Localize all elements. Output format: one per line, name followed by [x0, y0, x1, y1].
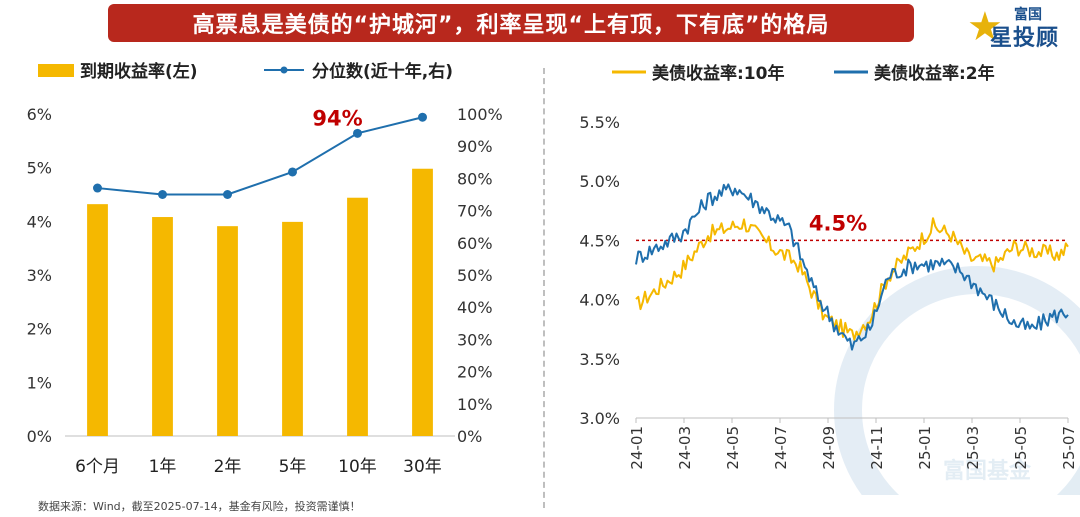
x-axis-tick-label: 24-01: [628, 426, 646, 470]
reference-line-label: 4.5%: [809, 211, 867, 235]
quantile-line: [97, 116, 423, 196]
x-axis-tick-label: 24-09: [820, 426, 838, 470]
annotation-94pct: 94%: [312, 106, 362, 130]
left-axis-tick-label: 6%: [27, 105, 52, 124]
watermark-ring: [834, 266, 1080, 495]
x-axis-tick-label: 25-01: [916, 426, 934, 470]
watermark: 富国基金: [834, 266, 1080, 495]
chart-title-banner: 高票息是美债的“护城河”，利率呈现“上有顶，下有底”的格局: [108, 4, 914, 42]
left-axis-tick-label: 1%: [27, 373, 52, 392]
bar-1: [152, 217, 173, 436]
x-axis-tick-label: 24-05: [724, 426, 742, 470]
bar-3: [282, 221, 303, 436]
quantile-point-2: [223, 190, 232, 199]
x-axis-tick-label: 24-07: [772, 426, 790, 470]
bar-2: [217, 226, 238, 436]
left-axis-tick-label: 3%: [27, 266, 52, 285]
legend-marker-line: [280, 66, 288, 74]
logo-subtitle: 星投顾: [990, 26, 1060, 51]
chart-legend: 美债收益率:10年 美债收益率:2年: [612, 63, 995, 84]
x-category-label: 1年: [149, 457, 177, 477]
right-axis-tick-label: 30%: [457, 330, 493, 349]
bar-5: [412, 168, 433, 437]
x-category-label: 6个月: [75, 457, 120, 477]
x-category-label: 30年: [403, 457, 442, 477]
x-category-label: 10年: [338, 457, 377, 477]
panel-divider: [543, 68, 545, 508]
watermark-text: 富国基金: [943, 458, 1032, 484]
x-axis-tick-label: 25-05: [1012, 426, 1030, 470]
y-axis-tick-label: 3.0%: [579, 409, 620, 428]
right-axis-tick-label: 60%: [457, 234, 493, 253]
legend-swatch-bar: [38, 64, 74, 77]
right-axis-tick-label: 80%: [457, 169, 493, 188]
left-axis-tick-label: 2%: [27, 320, 52, 339]
chart-legend: 到期收益率(左) 分位数(近十年,右): [38, 61, 453, 82]
x-axis-tick-label: 24-03: [676, 426, 694, 470]
y-axis-tick-label: 5.0%: [579, 172, 620, 191]
data-source-note: 数据来源：Wind，截至2025-07-14，基金有风险，投资需谨慎！: [38, 500, 361, 513]
right-axis-tick-label: 20%: [457, 363, 493, 382]
y-axis-tick-label: 4.0%: [579, 291, 620, 310]
bar-0: [87, 204, 108, 436]
series-line-10y: [635, 217, 1069, 341]
treasury-yield-timeseries-chart: 富国基金 美债收益率:10年 美债收益率:2年 3.0% 3.5% 4.0% 4.5% 5.0…: [579, 63, 1080, 495]
legend-label-line: 分位数(近十年,右): [312, 61, 453, 82]
quantile-point-0: [93, 183, 102, 193]
x-category-label: 2年: [214, 457, 242, 477]
quantile-point-1: [158, 190, 167, 199]
x-axis-tick-label: 25-07: [1060, 426, 1078, 470]
left-axis-tick-label: 5%: [27, 159, 52, 178]
legend-label-10y: 美债收益率:10年: [652, 63, 784, 84]
quantile-point-4: [353, 128, 362, 138]
right-axis-tick-label: 10%: [457, 395, 493, 414]
right-axis-tick-label: 100%: [457, 105, 503, 124]
y-axis-tick-label: 5.5%: [579, 113, 620, 132]
left-axis-tick-label: 4%: [27, 212, 52, 231]
right-axis-tick-label: 0%: [457, 427, 482, 446]
x-axis-tick-label: 25-03: [964, 426, 982, 470]
x-axis-tick-label: 24-11: [868, 426, 886, 470]
logo-name: 富国: [1014, 7, 1042, 23]
star-logo-icon: ★: [967, 4, 1003, 50]
yield-quantile-chart: 到期收益率(左) 分位数(近十年,右) 0% 1% 2% 3% 4% 5% 6% 0% 10% 20%…: [27, 61, 503, 477]
x-category-label: 5年: [279, 457, 307, 477]
y-axis-tick-label: 4.5%: [579, 231, 620, 250]
legend-label-bar: 到期收益率(左): [80, 61, 198, 82]
right-axis-tick-label: 50%: [457, 266, 493, 285]
quantile-point-5: [418, 112, 427, 122]
right-axis-tick-label: 90%: [457, 137, 493, 156]
legend-label-2y: 美债收益率:2年: [874, 63, 995, 84]
y-axis-tick-label: 3.5%: [579, 350, 620, 369]
right-axis-tick-label: 40%: [457, 298, 493, 317]
left-axis-tick-label: 0%: [27, 427, 52, 446]
series-line-2y: [635, 183, 1069, 351]
bar-4: [347, 197, 368, 436]
right-axis-tick-label: 70%: [457, 202, 493, 221]
quantile-point-3: [288, 167, 297, 177]
